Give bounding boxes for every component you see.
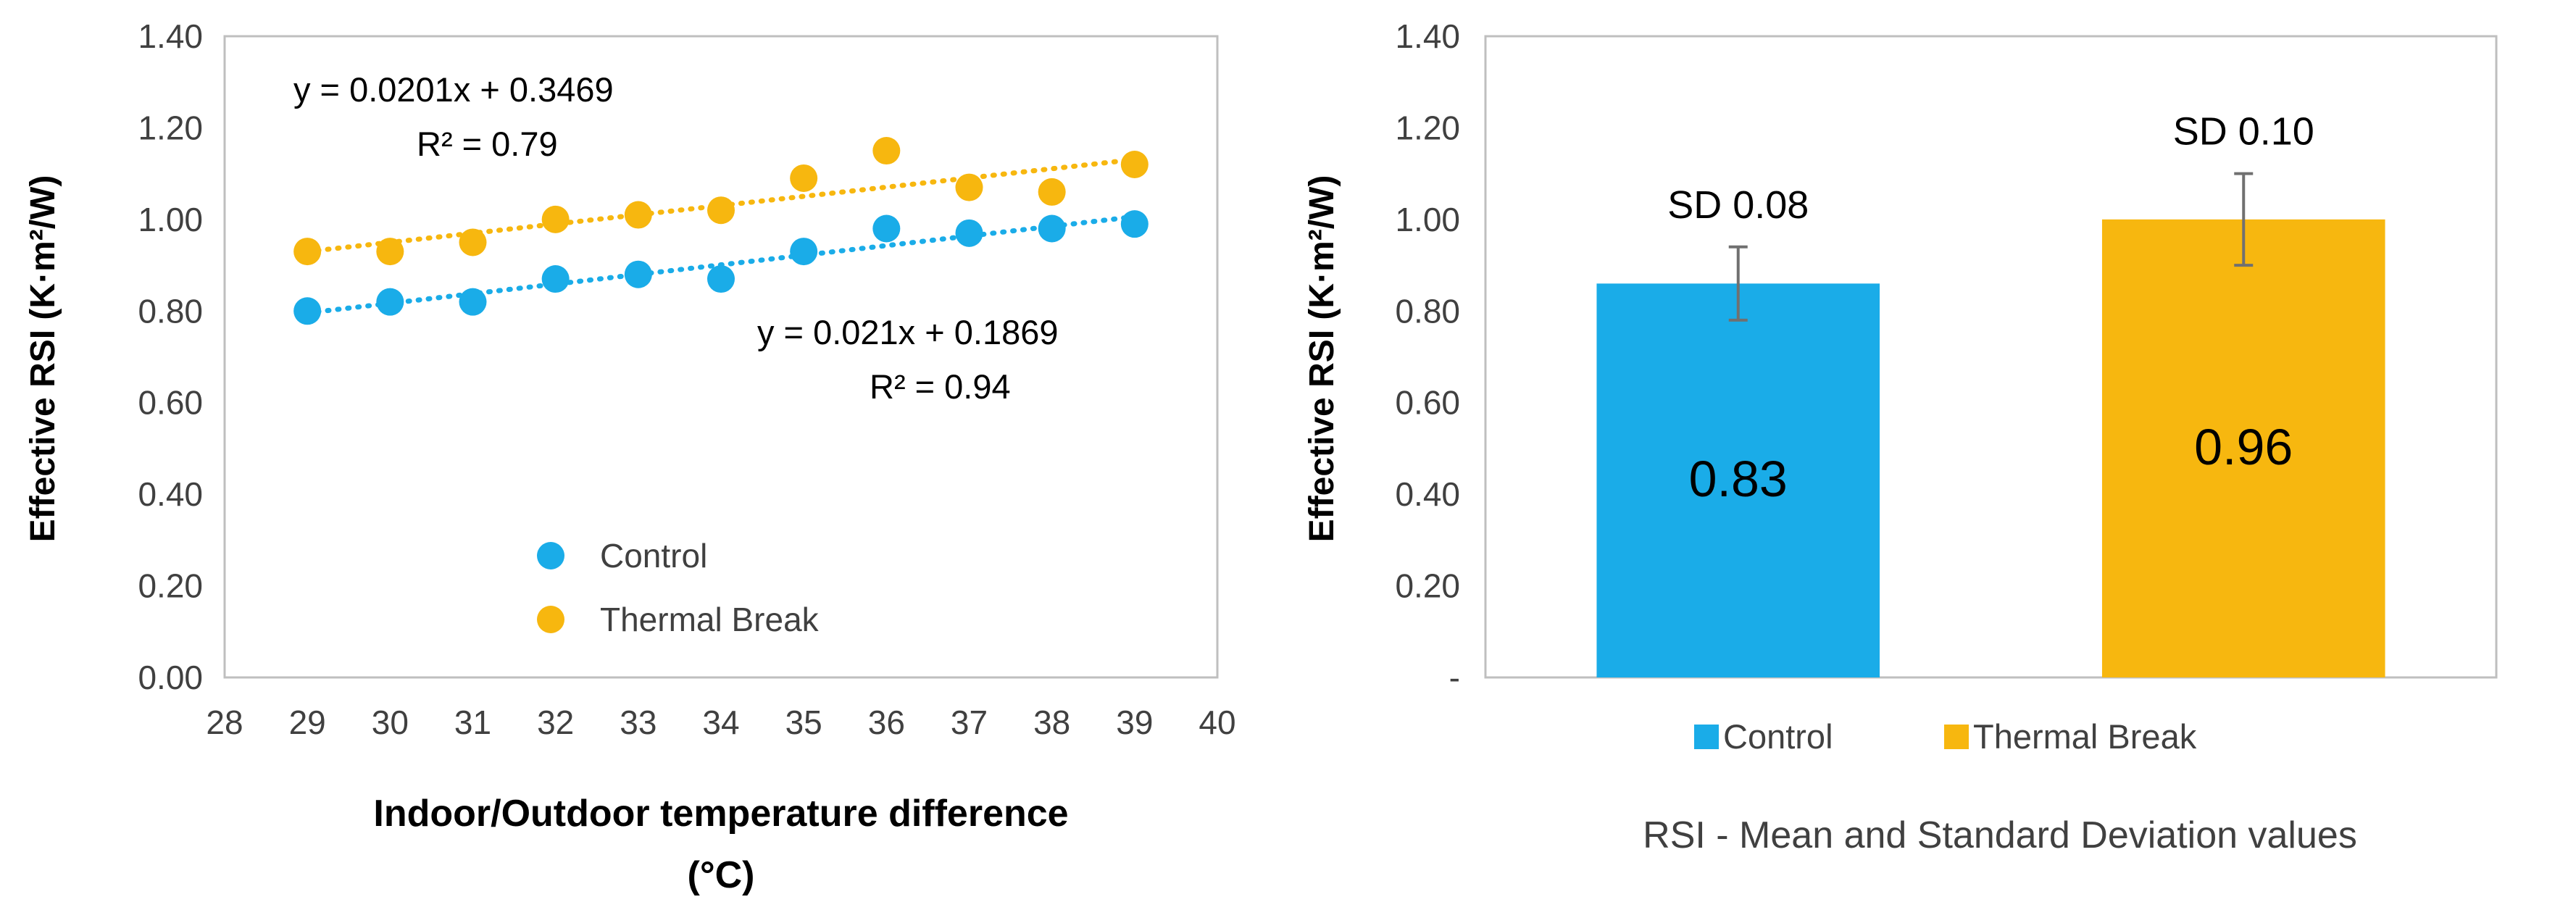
left-data-points xyxy=(293,137,1149,325)
legend-label-control: Control xyxy=(600,537,707,575)
left-x-tick-label: 29 xyxy=(289,704,326,741)
left-y-tick-label: 0.60 xyxy=(138,384,203,422)
left-x-tick-label: 30 xyxy=(372,704,409,741)
right-y-tick-labels: - 0.20 0.40 0.60 0.80 1.00 1.20 1.40 xyxy=(1395,17,1460,696)
legend-label-thermal-break: Thermal Break xyxy=(600,601,820,638)
right-y-tick-label: 1.40 xyxy=(1395,17,1460,55)
control-data-point xyxy=(293,297,322,325)
left-x-tick-labels: 28 29 30 31 32 33 34 35 36 37 38 39 40 xyxy=(206,704,1235,741)
left-x-tick-label: 36 xyxy=(868,704,905,741)
left-x-tick-label: 37 xyxy=(951,704,988,741)
thermal-break-bar xyxy=(2101,219,2385,677)
control-data-point xyxy=(459,288,487,316)
thermal-break-data-point xyxy=(459,228,487,256)
control-bar xyxy=(1596,283,1880,677)
left-x-tick-label: 34 xyxy=(702,704,739,741)
legend-swatch-control xyxy=(1694,725,1719,749)
left-x-axis-label-line2: (°C) xyxy=(688,854,755,896)
right-y-tick-label: 0.60 xyxy=(1395,384,1460,422)
right-y-tick-label: 1.00 xyxy=(1395,201,1460,238)
left-x-axis-label-line1: Indoor/Outdoor temperature difference xyxy=(373,793,1068,835)
left-legend: Control Thermal Break xyxy=(537,537,820,638)
thermal-break-data-point xyxy=(790,164,818,192)
thermal-break-value-label: 0.96 xyxy=(2194,419,2293,475)
control-data-point xyxy=(624,260,652,288)
thermal-break-data-point xyxy=(707,196,735,225)
left-x-tick-label: 38 xyxy=(1033,704,1070,741)
legend-marker-control xyxy=(537,542,564,569)
left-y-tick-label: 1.40 xyxy=(138,17,203,55)
right-legend: Control Thermal Break xyxy=(1694,717,2197,756)
control-trend-equation: y = 0.021x + 0.1869 xyxy=(757,313,1059,351)
left-y-tick-label: 1.00 xyxy=(138,201,203,238)
left-x-tick-label: 31 xyxy=(454,704,491,741)
right-y-tick-label: 0.20 xyxy=(1395,567,1460,605)
left-x-tick-label: 28 xyxy=(206,704,243,741)
control-sd-label: SD 0.08 xyxy=(1667,183,1809,227)
right-y-tick-label: 0.80 xyxy=(1395,292,1460,330)
legend-label-control: Control xyxy=(1723,717,1833,756)
control-data-point xyxy=(790,238,818,266)
control-data-point xyxy=(872,214,901,243)
left-x-tick-label: 39 xyxy=(1116,704,1153,741)
left-x-tick-label: 35 xyxy=(785,704,822,741)
left-x-tick-label: 32 xyxy=(537,704,574,741)
control-value-label: 0.83 xyxy=(1689,451,1788,507)
thermal-break-data-point xyxy=(1120,151,1149,178)
thermal-break-data-point xyxy=(624,201,652,229)
right-plot-frame xyxy=(1484,35,2498,679)
thermal-break-trend-equation: y = 0.0201x + 0.3469 xyxy=(293,70,614,109)
control-data-point xyxy=(955,219,983,247)
right-y-tick-label: 1.20 xyxy=(1395,109,1460,146)
left-y-tick-label: 0.00 xyxy=(138,659,203,696)
control-data-point xyxy=(1038,214,1066,243)
left-y-tick-labels: 0.00 0.20 0.40 0.60 0.80 1.00 1.20 1.40 xyxy=(138,17,203,696)
control-data-point xyxy=(541,265,570,293)
left-x-tick-label: 40 xyxy=(1199,704,1235,741)
thermal-break-data-point xyxy=(376,238,404,266)
right-x-axis-label: RSI - Mean and Standard Deviation values xyxy=(1643,814,2357,856)
scatter-chart: 0.00 0.20 0.40 0.60 0.80 1.00 1.20 1.40 28 29 30 3… xyxy=(24,17,1236,896)
left-y-tick-label: 0.20 xyxy=(138,567,203,605)
left-y-tick-label: 0.40 xyxy=(138,475,203,513)
thermal-break-data-point xyxy=(541,205,570,233)
control-data-point xyxy=(1120,210,1149,238)
control-trend-r2: R² = 0.94 xyxy=(870,367,1011,406)
left-y-axis-label: Effective RSI (K·m²/W) xyxy=(24,175,62,543)
left-plot-frame xyxy=(223,35,1219,679)
right-y-axis-label: Effective RSI (K·m²/W) xyxy=(1303,175,1341,543)
thermal-break-data-point xyxy=(872,137,901,165)
control-data-point xyxy=(707,265,735,293)
left-x-tick-label: 33 xyxy=(620,704,656,741)
right-y-tick-label: 0.40 xyxy=(1395,475,1460,513)
bar-chart: - 0.20 0.40 0.60 0.80 1.00 1.20 1.40 SD 0.08 0.8… xyxy=(1303,17,2498,856)
left-y-tick-label: 1.20 xyxy=(138,109,203,146)
thermal-break-data-point xyxy=(955,173,983,201)
control-trendline xyxy=(304,214,1138,316)
legend-swatch-thermal-break xyxy=(1944,725,1969,749)
thermal-break-data-point xyxy=(293,238,322,266)
legend-marker-thermal-break xyxy=(537,606,564,633)
thermal-break-sd-label: SD 0.10 xyxy=(2173,110,2314,154)
right-y-tick-label: - xyxy=(1449,659,1460,696)
control-data-point xyxy=(376,288,404,316)
right-bars: SD 0.08 0.83 SD 0.10 0.96 xyxy=(1596,110,2385,677)
thermal-break-trend-r2: R² = 0.79 xyxy=(417,125,558,163)
left-y-tick-label: 0.80 xyxy=(138,292,203,330)
legend-label-thermal-break: Thermal Break xyxy=(1973,717,2197,756)
thermal-break-data-point xyxy=(1038,178,1066,206)
